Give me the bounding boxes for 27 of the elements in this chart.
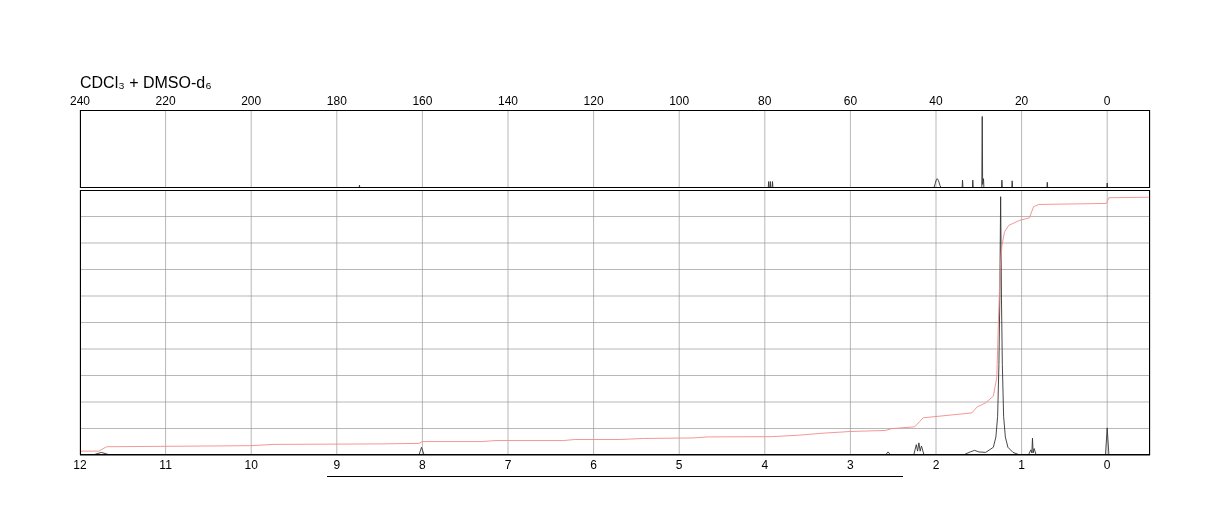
chart-title: CDCl₃ + DMSO-d₆: [80, 74, 212, 92]
x-tick-label: 11: [159, 457, 173, 472]
x-tick-label: 5: [675, 457, 683, 472]
x-tick-label: 60: [843, 94, 858, 108]
x-tick-label: 8: [419, 457, 427, 472]
x-tick-label: 12: [73, 457, 87, 472]
x-tick-label: 2: [932, 457, 940, 472]
x-tick-label: 1: [1018, 457, 1026, 472]
x-tick-label: 3: [847, 457, 855, 472]
x-tick-label: 140: [497, 94, 519, 108]
x-tick-label: 220: [155, 94, 176, 108]
x-tick-label: 80: [758, 94, 772, 108]
x-tick-label: 180: [326, 94, 348, 108]
x-tick-label: 6: [590, 457, 598, 472]
x-tick-label: 4: [761, 457, 769, 472]
x-tick-label: 120: [583, 94, 604, 108]
x-tick-label: 7: [504, 457, 512, 472]
x-tick-label: 160: [412, 94, 433, 108]
x-tick-label: 0: [1103, 457, 1111, 472]
x-tick-label: 240: [69, 94, 91, 108]
x-tick-label: 200: [241, 94, 262, 108]
x-tick-label: 40: [929, 94, 943, 108]
x-tick-label: 9: [333, 457, 341, 472]
x-tick-label: 0: [1103, 94, 1111, 108]
x-tick-label: 10: [244, 457, 259, 472]
x-tick-label: 100: [669, 94, 690, 108]
x-tick-label: 20: [1014, 94, 1029, 108]
